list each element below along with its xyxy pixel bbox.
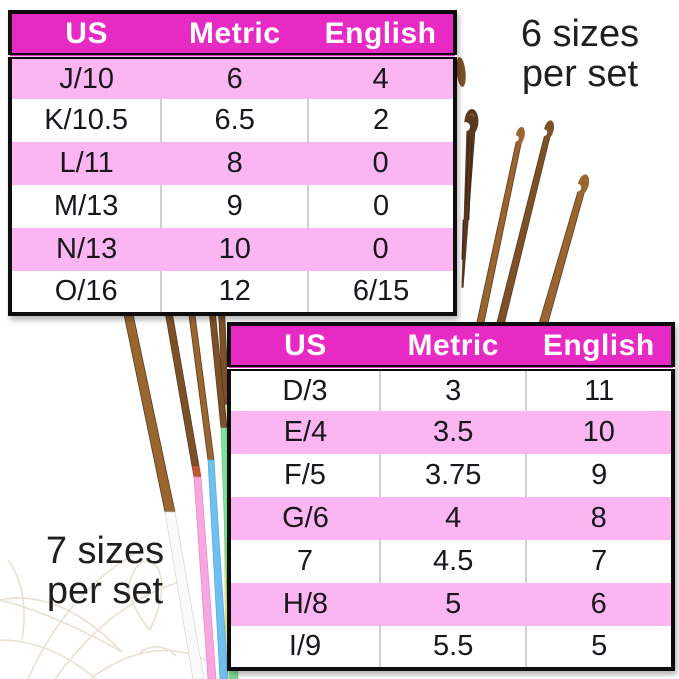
- table-cell: 6.5: [160, 99, 309, 142]
- table-cell: O/16: [10, 271, 162, 314]
- table-row: F/5 3.75 9: [229, 454, 673, 497]
- table-cell: 7: [229, 540, 380, 583]
- table-row: G/6 4 8: [229, 497, 673, 540]
- table-cell: 3.75: [378, 454, 527, 497]
- table-cell: 5: [379, 583, 527, 626]
- table-row: 7 4.5 7: [229, 540, 673, 583]
- table-cell: 3: [378, 368, 527, 411]
- table-cell: 8: [161, 142, 309, 185]
- table-row: J/10 6 4: [10, 56, 455, 99]
- table-cell: 10: [526, 411, 673, 454]
- table-cell: M/13: [10, 185, 162, 228]
- seven-sizes-note: 7 sizes per set: [23, 531, 187, 612]
- bamboo-hooks-photo: [456, 57, 590, 345]
- table-cell: 7: [525, 540, 673, 583]
- table-cell: 10: [161, 228, 309, 271]
- table-cell: K/10.5: [10, 99, 162, 142]
- column-header: Metric: [379, 324, 527, 371]
- table-cell: 3.5: [379, 411, 527, 454]
- six-sizes-note-line2: per set: [521, 53, 639, 96]
- table-cell: 2: [307, 99, 455, 142]
- table-header-row: US Metric English: [10, 12, 455, 59]
- floral-sketch: [0, 544, 207, 679]
- table-cell: D/3: [229, 368, 380, 411]
- column-header: Metric: [161, 12, 309, 59]
- table-row: N/13 10 0: [10, 228, 455, 271]
- table-cell: 6: [161, 56, 309, 99]
- table-cell: 4: [379, 497, 527, 540]
- six-sizes-note: 6 sizes per set: [498, 14, 662, 95]
- table-row: D/3 3 11: [229, 368, 673, 411]
- table-row: O/16 12 6/15: [10, 271, 455, 314]
- table-header-row: US Metric English: [229, 324, 673, 371]
- six-sizes-note-line1: 6 sizes: [520, 13, 640, 55]
- table-cell: 8: [526, 497, 673, 540]
- table-cell: 0: [307, 185, 455, 228]
- table-cell: 4: [308, 56, 455, 99]
- table-row: K/10.5 6.5 2: [10, 99, 455, 142]
- table-cell: 9: [160, 185, 309, 228]
- seven-sizes-note-line1: 7 sizes: [45, 530, 165, 572]
- table-cell: F/5: [229, 454, 380, 497]
- table-cell: 12: [160, 271, 309, 314]
- table-row: M/13 9 0: [10, 185, 455, 228]
- table-row: H/8 5 6: [229, 583, 673, 626]
- table-cell: 0: [308, 142, 455, 185]
- table-cell: 5: [525, 626, 673, 669]
- seven-sizes-note-line2: per set: [46, 570, 164, 613]
- column-header: US: [10, 12, 162, 59]
- table-cell: H/8: [229, 583, 380, 626]
- table-cell: J/10: [10, 56, 162, 99]
- size-conversion-table-seven: US Metric English D/3 3 11 E/4 3.5 10 F/5 3.75 9 G/…: [227, 322, 675, 671]
- size-conversion-table-six: US Metric English J/10 6 4 K/10.5 6.5 2 L/11 8 0 M/…: [8, 10, 457, 316]
- table-cell: L/11: [10, 142, 162, 185]
- table-row: I/9 5.5 5: [229, 626, 673, 669]
- table-row: L/11 8 0: [10, 142, 455, 185]
- table-cell: I/9: [229, 626, 380, 669]
- column-header: US: [229, 324, 380, 371]
- table-cell: 5.5: [378, 626, 527, 669]
- table-row: E/4 3.5 10: [229, 411, 673, 454]
- table-cell: 9: [525, 454, 673, 497]
- table-cell: 0: [308, 228, 455, 271]
- table-cell: 6: [526, 583, 673, 626]
- column-header: English: [308, 12, 455, 59]
- table-cell: E/4: [229, 411, 380, 454]
- colored-handle-hooks-photo: [120, 299, 239, 679]
- table-cell: G/6: [229, 497, 380, 540]
- table-cell: N/13: [10, 228, 162, 271]
- table-cell: 4.5: [378, 540, 527, 583]
- column-header: English: [526, 324, 673, 371]
- table-cell: 11: [525, 368, 673, 411]
- table-cell: 6/15: [307, 271, 455, 314]
